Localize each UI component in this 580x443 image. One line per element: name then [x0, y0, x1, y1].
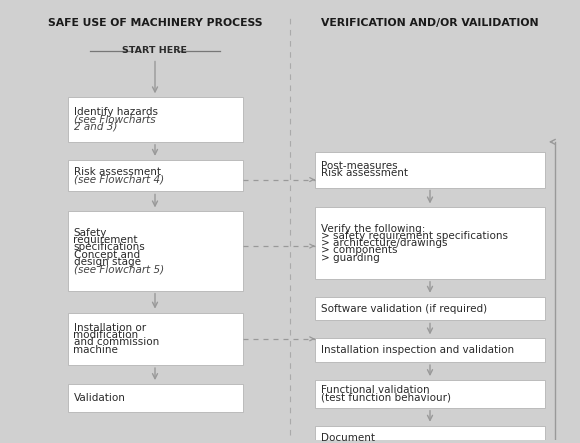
- Text: design stage: design stage: [74, 257, 140, 267]
- Text: requirement: requirement: [74, 235, 138, 245]
- Text: > safety requirement specifications: > safety requirement specifications: [321, 231, 508, 241]
- FancyBboxPatch shape: [315, 380, 545, 408]
- Text: Validation: Validation: [74, 393, 125, 403]
- FancyBboxPatch shape: [315, 152, 545, 187]
- Text: Concept and: Concept and: [74, 250, 140, 260]
- Text: START HERE: START HERE: [122, 46, 187, 55]
- FancyBboxPatch shape: [67, 211, 242, 291]
- Text: > components: > components: [321, 245, 397, 255]
- FancyBboxPatch shape: [315, 338, 545, 362]
- Text: > architecture/drawings: > architecture/drawings: [321, 238, 448, 248]
- FancyBboxPatch shape: [315, 297, 545, 320]
- FancyBboxPatch shape: [67, 97, 242, 142]
- Text: (see Flowchart 4): (see Flowchart 4): [74, 174, 164, 184]
- Text: Identify hazards: Identify hazards: [74, 107, 158, 117]
- Text: and commission: and commission: [74, 338, 159, 347]
- Text: Installation or: Installation or: [74, 323, 146, 333]
- Text: Risk assessment: Risk assessment: [74, 167, 161, 177]
- Text: machine: machine: [74, 345, 118, 355]
- Text: specifications: specifications: [74, 242, 145, 253]
- Text: (test function behaviour): (test function behaviour): [321, 392, 451, 403]
- FancyBboxPatch shape: [315, 207, 545, 279]
- Text: modification: modification: [74, 330, 139, 340]
- Text: (see Flowcharts: (see Flowcharts: [74, 115, 155, 124]
- Text: Post-measures: Post-measures: [321, 161, 398, 171]
- Text: Document: Document: [321, 432, 375, 443]
- Text: VERIFICATION AND/OR VAILIDATION: VERIFICATION AND/OR VAILIDATION: [321, 18, 539, 28]
- Text: Installation inspection and validation: Installation inspection and validation: [321, 345, 514, 355]
- Text: Verify the following:: Verify the following:: [321, 224, 425, 233]
- Text: (see Flowchart 5): (see Flowchart 5): [74, 264, 164, 274]
- Text: Risk assessment: Risk assessment: [321, 168, 408, 178]
- FancyBboxPatch shape: [67, 160, 242, 191]
- Text: SAFE USE OF MACHINERY PROCESS: SAFE USE OF MACHINERY PROCESS: [48, 18, 262, 28]
- FancyBboxPatch shape: [67, 384, 242, 412]
- Text: > guarding: > guarding: [321, 253, 380, 263]
- Text: 2 and 3): 2 and 3): [74, 122, 117, 132]
- FancyBboxPatch shape: [315, 426, 545, 443]
- Text: Safety: Safety: [74, 228, 107, 238]
- FancyBboxPatch shape: [67, 313, 242, 365]
- Text: Functional validation: Functional validation: [321, 385, 430, 395]
- Text: Software validation (if required): Software validation (if required): [321, 303, 487, 314]
